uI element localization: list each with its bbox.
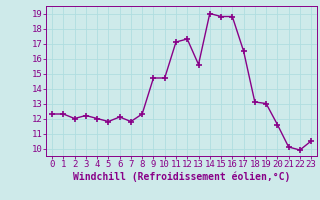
X-axis label: Windchill (Refroidissement éolien,°C): Windchill (Refroidissement éolien,°C) [73,172,290,182]
